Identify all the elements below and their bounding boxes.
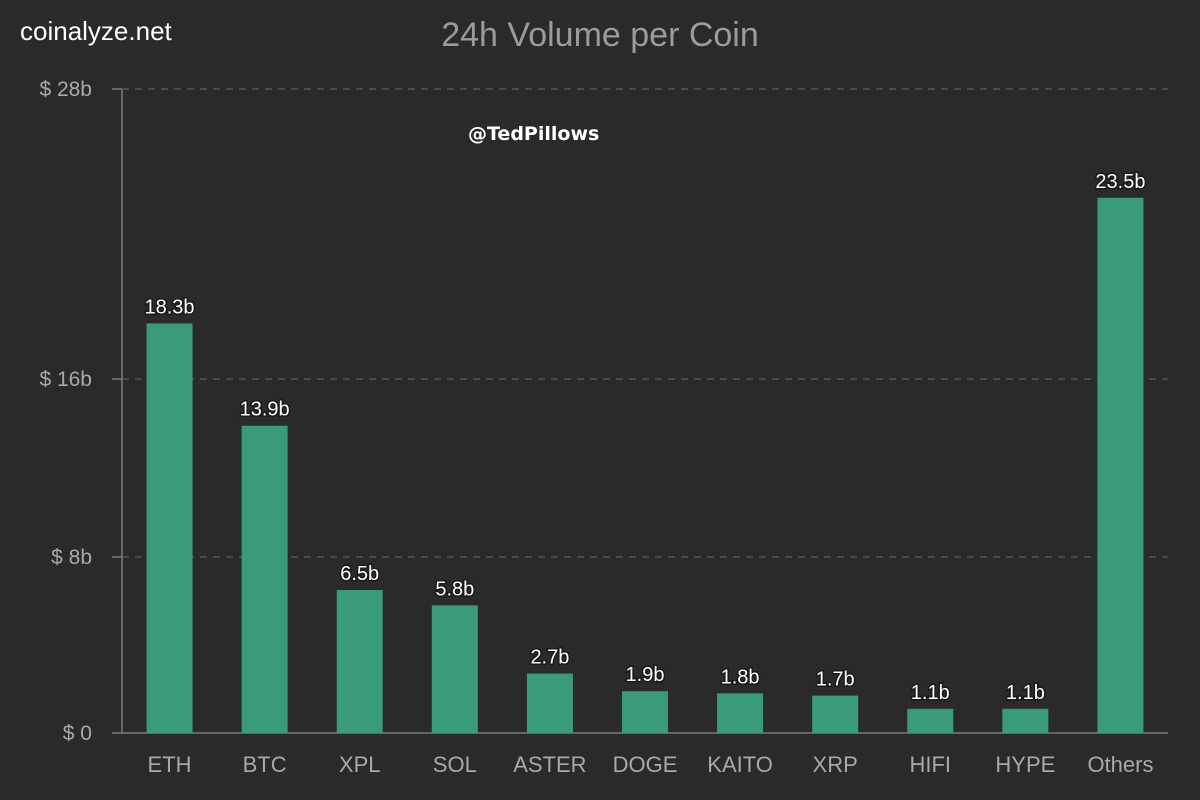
bar [812, 695, 859, 733]
x-tick-label: HIFI [909, 752, 951, 777]
x-tick-label: ASTER [513, 752, 586, 777]
x-tick-label: SOL [433, 752, 477, 777]
y-tick-label: $ 8b [51, 546, 92, 569]
bar-value-label: 13.9b [240, 399, 290, 421]
x-tick-label: BTC [243, 752, 287, 777]
y-tick-label: $ 28b [39, 78, 92, 101]
bar [1097, 197, 1144, 733]
bar [717, 693, 764, 733]
x-tick-label: ETH [148, 752, 192, 777]
grid-lines [122, 88, 1168, 558]
bars [146, 197, 1144, 733]
x-tick-label: XRP [813, 752, 858, 777]
bar [241, 425, 288, 733]
watermark-label: @TedPillows [468, 123, 600, 145]
bar-value-label: 2.7b [530, 647, 569, 669]
bar-value-label: 1.1b [911, 682, 950, 704]
bar [431, 605, 478, 733]
brand-label: coinalyze.net [20, 16, 172, 46]
bar-value-label: 5.8b [435, 578, 474, 600]
bar-value-label: 1.9b [626, 664, 665, 686]
x-tick-label: Others [1087, 752, 1153, 777]
value-labels: 18.3b 13.9b 6.5b 5.8b 2.7b 1.9b 1.8b 1.7b 1.1b 1.… [143, 169, 1147, 705]
bar [622, 691, 668, 733]
bar [526, 673, 573, 733]
tick-labels: $ 0 $ 8b $ 16b $ 28b ETH BTC XPL SOL ASTER DOGE KA… [39, 78, 1153, 777]
x-tick-label: KAITO [707, 752, 773, 777]
x-tick-label: XPL [339, 752, 381, 777]
y-tick-label: $ 16b [39, 368, 92, 391]
bar-value-label: 6.5b [340, 563, 379, 585]
y-tick-label: $ 0 [63, 722, 92, 745]
bar [146, 323, 193, 733]
bar-value-label: 1.8b [721, 666, 760, 688]
bar-value-label: 23.5b [1095, 171, 1145, 193]
bar [1002, 708, 1049, 733]
bar-value-label: 18.3b [145, 296, 195, 318]
bar [336, 590, 383, 733]
bar [907, 708, 954, 733]
chart-title: 24h Volume per Coin [441, 16, 759, 54]
x-tick-label: HYPE [995, 752, 1055, 777]
bar-value-label: 1.7b [816, 669, 855, 691]
bar-value-label: 1.1b [1006, 682, 1045, 704]
x-tick-label: DOGE [613, 752, 678, 777]
